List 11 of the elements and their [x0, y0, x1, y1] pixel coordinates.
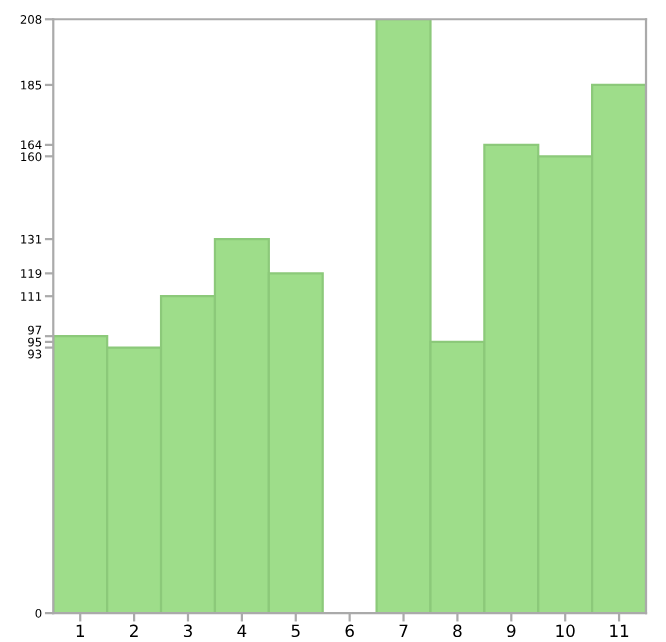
x-tick-label: 1: [76, 624, 84, 637]
x-tick-label: 3: [183, 624, 192, 638]
x-tick-label: 7: [399, 624, 408, 637]
x-tick-label: 8: [453, 624, 462, 638]
x-tick-label: 2: [130, 624, 138, 637]
x-tick-label: 6: [345, 624, 354, 638]
x-tick-label: 11: [610, 624, 629, 637]
x-tick-label: 10: [556, 624, 575, 638]
x-tick-label: 4: [237, 624, 247, 637]
x-tick-label: 5: [291, 624, 300, 638]
x-tick-label: 9: [507, 624, 516, 638]
